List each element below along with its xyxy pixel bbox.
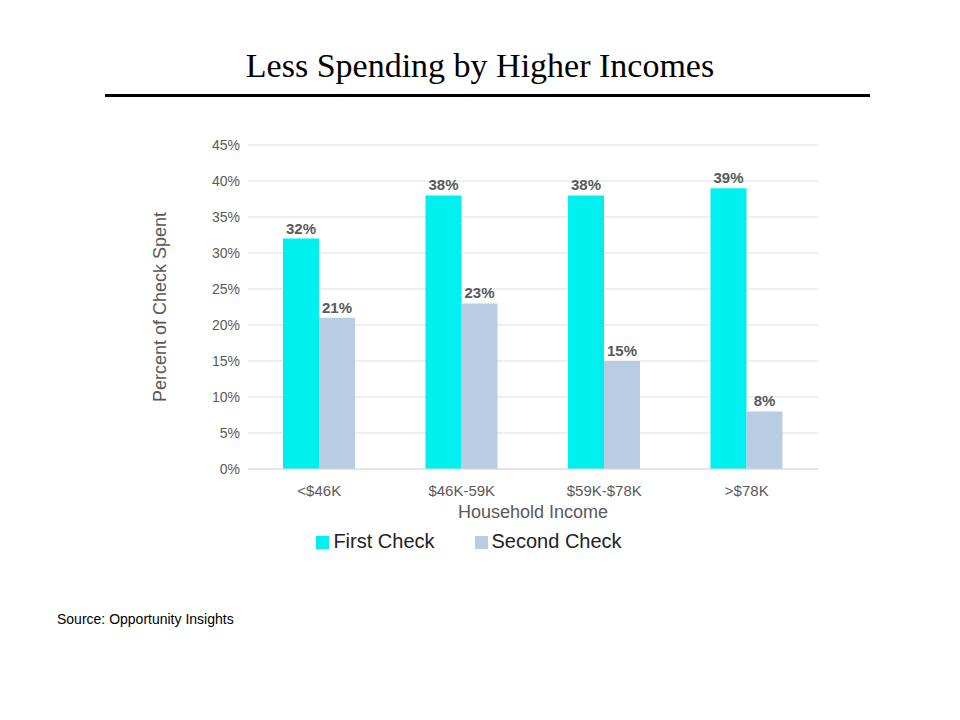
svg-text:35%: 35% <box>212 209 240 225</box>
svg-text:Household Income: Household Income <box>458 502 608 522</box>
svg-text:$46K-59K: $46K-59K <box>428 482 495 499</box>
svg-text:15%: 15% <box>212 353 240 369</box>
svg-text:10%: 10% <box>212 389 240 405</box>
svg-text:8%: 8% <box>754 392 776 409</box>
svg-text:$59K-$78K: $59K-$78K <box>567 482 642 499</box>
svg-text:39%: 39% <box>713 169 743 186</box>
html-text:Second Check: Second Check <box>491 530 622 552</box>
svg-text:21%: 21% <box>322 299 352 316</box>
svg-text:32%: 32% <box>286 220 316 237</box>
svg-text:>$78K: >$78K <box>725 482 769 499</box>
svg-text:40%: 40% <box>212 173 240 189</box>
svg-text:45%: 45% <box>212 137 240 153</box>
svg-text:5%: 5% <box>220 425 240 441</box>
svg-text:30%: 30% <box>212 245 240 261</box>
html-text:Source: Opportunity Insights: Source: Opportunity Insights <box>57 611 234 627</box>
svg-text:15%: 15% <box>607 342 637 359</box>
svg-text:<$46K: <$46K <box>297 482 341 499</box>
svg-text:38%: 38% <box>428 176 458 193</box>
svg-text:25%: 25% <box>212 281 240 297</box>
svg-text:0%: 0% <box>220 461 240 477</box>
html-text:First Check: First Check <box>333 530 435 552</box>
svg-text:20%: 20% <box>212 317 240 333</box>
svg-text:38%: 38% <box>571 176 601 193</box>
svg-text:Percent of Check Spent: Percent of Check Spent <box>150 212 170 402</box>
html-text:Less Spending by Higher Income: Less Spending by Higher Incomes <box>245 47 715 84</box>
svg-text:23%: 23% <box>464 284 494 301</box>
